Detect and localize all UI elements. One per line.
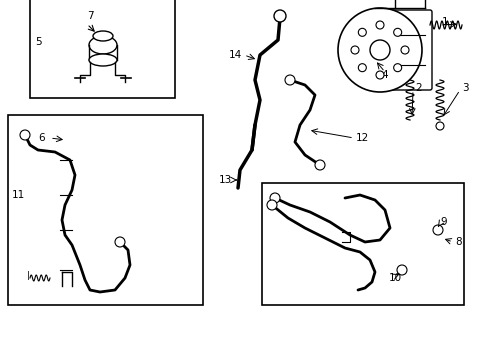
Text: |: |	[26, 271, 29, 280]
Circle shape	[393, 28, 401, 36]
Text: 8: 8	[454, 237, 461, 247]
Circle shape	[369, 40, 389, 60]
Circle shape	[358, 28, 366, 36]
Bar	[30, 0, 175, 98]
Text: 14: 14	[228, 50, 242, 60]
Ellipse shape	[89, 36, 117, 54]
FancyBboxPatch shape	[387, 10, 431, 90]
Ellipse shape	[93, 31, 113, 41]
Circle shape	[115, 237, 125, 247]
Circle shape	[432, 225, 442, 235]
Circle shape	[393, 64, 401, 72]
Circle shape	[20, 130, 30, 140]
Text: 7: 7	[86, 11, 93, 21]
Text: 13: 13	[218, 175, 231, 185]
Text: 10: 10	[387, 273, 401, 283]
Text: 6: 6	[39, 133, 45, 143]
Text: 4: 4	[381, 70, 387, 80]
Circle shape	[435, 122, 443, 130]
Circle shape	[375, 71, 383, 79]
Text: 2: 2	[414, 83, 421, 93]
Circle shape	[266, 200, 276, 210]
Circle shape	[396, 265, 406, 275]
Circle shape	[269, 193, 280, 203]
Circle shape	[273, 10, 285, 22]
Text: 11: 11	[12, 190, 25, 200]
Bar	[8, 115, 203, 305]
Text: 9: 9	[439, 217, 446, 227]
Text: 3: 3	[461, 83, 468, 93]
Text: 12: 12	[355, 133, 368, 143]
Circle shape	[375, 21, 383, 29]
Circle shape	[285, 75, 294, 85]
Bar	[262, 183, 463, 305]
Circle shape	[314, 160, 325, 170]
Circle shape	[350, 46, 358, 54]
Text: 5: 5	[35, 37, 41, 47]
Circle shape	[358, 64, 366, 72]
Circle shape	[337, 8, 421, 92]
Circle shape	[400, 46, 408, 54]
Text: 1: 1	[441, 17, 447, 27]
Ellipse shape	[89, 54, 117, 66]
